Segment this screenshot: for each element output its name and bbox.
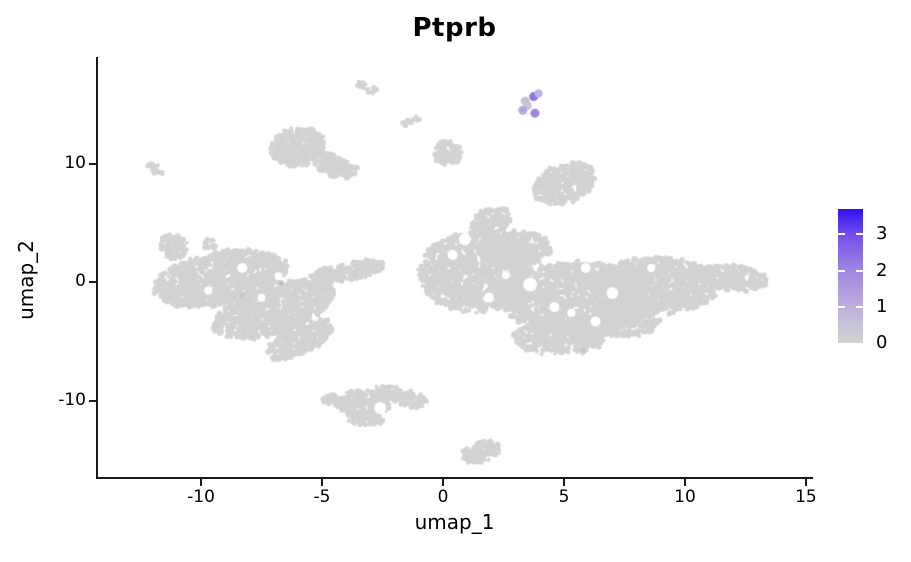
x-tick-label: 5 bbox=[558, 487, 570, 507]
x-tick-label: -10 bbox=[187, 487, 215, 507]
x-tick-mark bbox=[321, 479, 324, 486]
legend-tick-label: 1 bbox=[876, 295, 888, 317]
y-axis-line bbox=[96, 57, 98, 479]
y-tick-label: 10 bbox=[64, 152, 86, 173]
plot-title: Ptprb bbox=[412, 13, 497, 43]
legend-tick-label: 0 bbox=[876, 332, 888, 353]
legend-tick-dash bbox=[856, 305, 863, 308]
x-axis-line bbox=[96, 477, 813, 479]
y-tick-mark bbox=[89, 281, 96, 284]
x-tick-mark bbox=[804, 479, 807, 486]
legend-tick-dash bbox=[856, 233, 863, 236]
y-tick-label: 0 bbox=[75, 271, 86, 292]
legend-tick-dash bbox=[838, 305, 845, 308]
legend-tick-dash bbox=[838, 269, 845, 272]
legend-tick-label: 2 bbox=[876, 259, 888, 281]
legend-tick-dash bbox=[838, 233, 845, 236]
x-tick-mark bbox=[562, 479, 565, 486]
legend-tick-label: 3 bbox=[876, 223, 888, 245]
legend-tick-dash bbox=[856, 269, 863, 272]
x-tick-label: 10 bbox=[674, 487, 696, 507]
x-tick-mark bbox=[442, 479, 444, 486]
x-tick-mark bbox=[200, 479, 203, 486]
x-tick-label: 15 bbox=[795, 487, 817, 507]
x-tick-mark bbox=[683, 479, 686, 486]
y-tick-mark bbox=[89, 162, 96, 165]
y-tick-mark bbox=[89, 399, 96, 402]
y-axis-title: umap_2 bbox=[14, 240, 38, 320]
y-tick-label: -10 bbox=[58, 389, 86, 410]
x-tick-label: 0 bbox=[437, 487, 449, 507]
x-tick-label: -5 bbox=[313, 487, 331, 507]
x-axis-title: umap_1 bbox=[414, 510, 495, 534]
legend-gradient-bar bbox=[838, 209, 863, 343]
